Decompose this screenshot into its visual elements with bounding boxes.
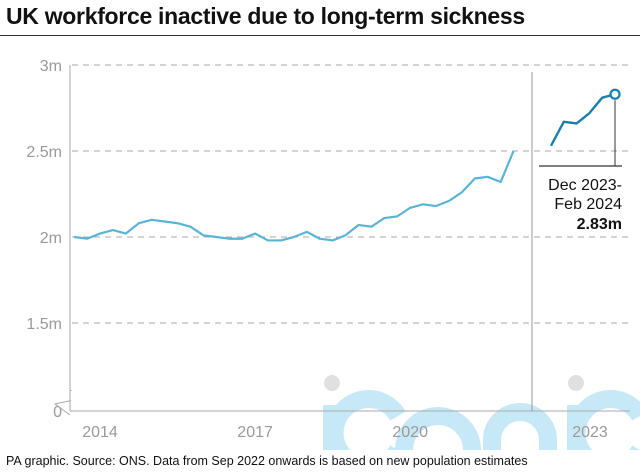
axis-break-gap: [71, 391, 91, 403]
inset-series-line: [549, 93, 616, 147]
y-tick-label: 2.5m: [26, 144, 62, 161]
watermark-stroke: [567, 390, 640, 450]
watermark-stroke: [483, 403, 557, 450]
y-tick-label: 1.5m: [26, 316, 62, 333]
source-footer: PA graphic. Source: ONS. Data from Sep 2…: [6, 454, 528, 468]
watermark-dot: [324, 375, 340, 391]
x-tick-label: 2017: [237, 424, 273, 441]
annotation-period-line1: Dec 2023-: [548, 177, 622, 194]
x-tick-label: 2020: [392, 424, 428, 441]
watermark-stroke: [395, 407, 481, 450]
annotation-period-line2: Feb 2024: [554, 196, 622, 213]
main-series-line: [74, 150, 515, 242]
y-tick-label: 0: [53, 404, 62, 421]
title-divider: [0, 35, 640, 36]
chart-title: UK workforce inactive due to long-term s…: [6, 3, 525, 29]
y-tick-label: 3m: [40, 58, 62, 75]
y-tick-label: 2m: [40, 230, 62, 247]
x-tick-label: 2014: [82, 424, 118, 441]
annotation-value: 2.83m: [577, 216, 622, 233]
watermark-dot: [568, 375, 584, 391]
watermark-stroke: [325, 390, 406, 450]
watermark-logo: [323, 375, 640, 450]
x-tick-label: 2023: [572, 424, 608, 441]
latest-data-point: [609, 88, 621, 100]
